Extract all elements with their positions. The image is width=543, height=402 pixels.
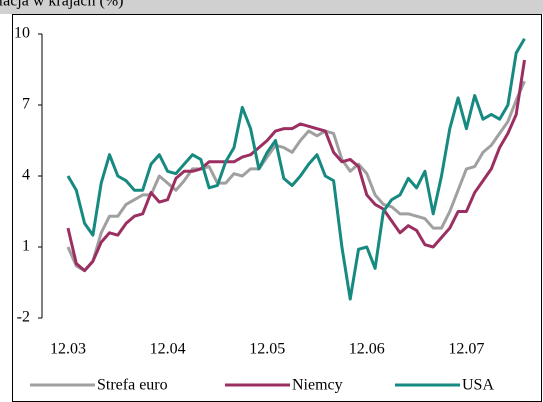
y-tick-label: 7	[22, 96, 30, 113]
x-tick-label: 12.07	[448, 341, 484, 358]
series-line	[66, 37, 526, 301]
y-tick-label: 1	[22, 238, 30, 255]
y-tick-label: 10	[14, 25, 30, 42]
series-line	[66, 59, 526, 273]
x-tick-label: 12.05	[249, 341, 285, 358]
x-tick-label: 12.06	[349, 341, 385, 358]
x-tick-label: 12.03	[50, 341, 86, 358]
y-tick-label: -2	[17, 309, 30, 326]
y-tick-label: 4	[22, 167, 30, 184]
legend-label: USA	[462, 377, 494, 394]
legend-label: Strefa euro	[97, 377, 168, 394]
legend-label: Niemcy	[292, 377, 343, 394]
x-tick-label: 12.04	[150, 341, 186, 358]
series-line	[66, 80, 526, 273]
chart-title: Inflacja w krajach (%)	[0, 0, 123, 10]
header-band	[0, 0, 543, 14]
